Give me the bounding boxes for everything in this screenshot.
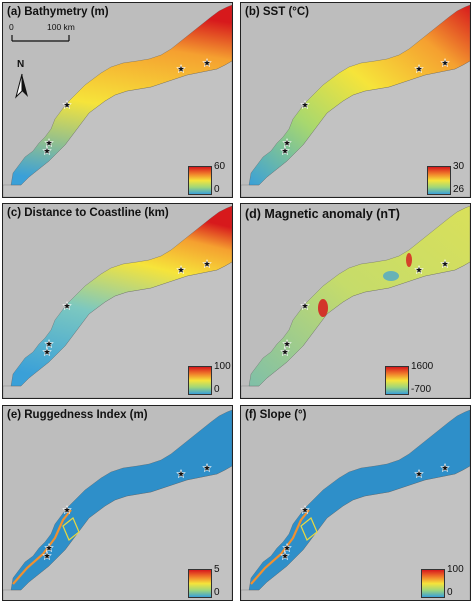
- bathymetry-map: [3, 4, 232, 197]
- panel-title: (d) Magnetic anomaly (nT): [245, 207, 400, 221]
- site-marker-icon: [42, 550, 52, 561]
- scale-end-label: 100 km: [47, 22, 75, 32]
- site-marker-icon: [282, 338, 292, 349]
- site-marker-icon: [414, 63, 424, 74]
- legend-color-ramp: [421, 569, 445, 598]
- site-marker-icon: [440, 258, 450, 269]
- scale-start-label: 0: [9, 22, 14, 32]
- legend-color-ramp: [188, 166, 212, 195]
- site-marker-icon: [62, 504, 72, 515]
- magnetic-map: [241, 205, 470, 398]
- legend-max-label: 1600: [411, 361, 434, 372]
- legend-color-ramp: [385, 366, 409, 395]
- site-marker-icon: [202, 258, 212, 269]
- map-panel-sst: (b) SST (°C) 30 26: [240, 2, 471, 198]
- site-marker-icon: [44, 338, 54, 349]
- site-marker-icon: [42, 346, 52, 357]
- site-marker-icon: [176, 264, 186, 275]
- site-marker-icon: [62, 300, 72, 311]
- site-marker-icon: [282, 137, 292, 148]
- slope-map: [241, 409, 470, 600]
- legend-color-ramp: [188, 366, 212, 395]
- legend-max-label: 100: [447, 564, 464, 575]
- legend-min-label: 0: [214, 587, 220, 598]
- map-panel-bathymetry: (a) Bathymetry (m) 0 100 km N 60 0: [2, 2, 233, 198]
- panel-title: (c) Distance to Coastline (km): [7, 207, 169, 219]
- site-marker-icon: [176, 63, 186, 74]
- legend-min-label: 0: [214, 384, 220, 395]
- site-marker-icon: [414, 468, 424, 479]
- panel-title: (f) Slope (°): [245, 409, 307, 421]
- site-marker-icon: [300, 99, 310, 110]
- map-panel-magnetic: (d) Magnetic anomaly (nT) 1600 -700: [240, 203, 471, 399]
- site-marker-icon: [280, 145, 290, 156]
- legend-min-label: -700: [411, 384, 432, 395]
- site-marker-icon: [44, 137, 54, 148]
- legend-color-ramp: [188, 569, 212, 598]
- survey-area: [10, 4, 232, 186]
- survey-area: [248, 205, 470, 387]
- site-marker-icon: [42, 145, 52, 156]
- site-marker-icon: [202, 57, 212, 68]
- site-marker-icon: [44, 542, 54, 553]
- legend-min-label: 0: [214, 184, 220, 195]
- survey-area: [248, 409, 470, 591]
- scale-bar: [11, 35, 70, 42]
- map-panel-distance: (c) Distance to Coastline (km) 100 0: [2, 203, 233, 399]
- ruggedness-map: [3, 409, 232, 600]
- sst-map: [241, 4, 470, 197]
- legend-max-label: 100: [214, 361, 231, 372]
- panel-title: (e) Ruggedness Index (m): [7, 409, 148, 421]
- panel-title: (a) Bathymetry (m): [7, 6, 109, 18]
- site-marker-icon: [202, 462, 212, 473]
- north-arrow-icon: [15, 73, 28, 99]
- site-marker-icon: [414, 264, 424, 275]
- site-marker-icon: [440, 462, 450, 473]
- site-marker-icon: [300, 300, 310, 311]
- site-marker-icon: [280, 550, 290, 561]
- survey-area: [10, 409, 232, 591]
- legend-max-label: 60: [214, 161, 226, 172]
- legend-max-label: 30: [453, 161, 465, 172]
- site-marker-icon: [62, 99, 72, 110]
- survey-area: [248, 4, 470, 186]
- panel-title: (b) SST (°C): [245, 6, 310, 18]
- site-marker-icon: [176, 468, 186, 479]
- site-marker-icon: [440, 57, 450, 68]
- site-marker-icon: [282, 542, 292, 553]
- legend-color-ramp: [427, 166, 451, 195]
- distance-map: [3, 205, 232, 398]
- survey-area: [10, 205, 232, 387]
- site-marker-icon: [280, 346, 290, 357]
- map-panel-slope: (f) Slope (°) 100 0: [240, 405, 471, 601]
- site-marker-icon: [300, 504, 310, 515]
- legend-max-label: 5: [214, 564, 220, 575]
- map-panel-ruggedness: (e) Ruggedness Index (m) 5 0: [2, 405, 233, 601]
- north-label: N: [17, 59, 25, 70]
- legend-min-label: 0: [447, 587, 453, 598]
- legend-min-label: 26: [453, 184, 465, 195]
